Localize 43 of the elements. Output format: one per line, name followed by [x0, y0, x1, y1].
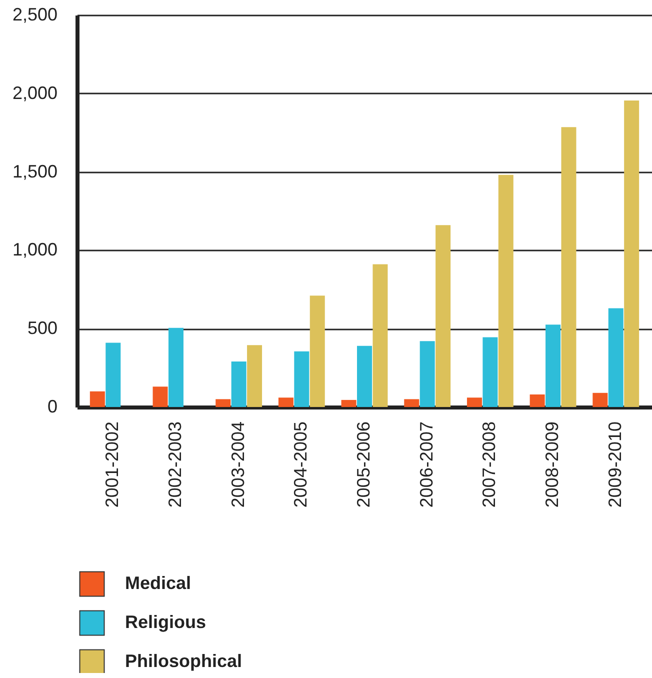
x-tick-label: 2007-2008 [479, 422, 500, 508]
bar [436, 225, 451, 407]
bar [624, 100, 640, 407]
x-tick-label: 2009-2010 [604, 422, 625, 508]
bar [561, 127, 576, 407]
bar [310, 296, 325, 407]
bar [341, 400, 356, 407]
bar [372, 264, 388, 407]
y-tick-label: 0 [47, 396, 58, 416]
x-tick-label: 2003-2004 [228, 422, 248, 508]
bar [216, 399, 231, 407]
bar [231, 362, 246, 407]
x-tick-label: 2004-2005 [290, 422, 311, 508]
bar [357, 346, 372, 407]
bar [294, 351, 310, 407]
x-tick-label: 2002-2003 [164, 422, 185, 508]
y-tick-label: 500 [27, 318, 58, 338]
y-tick-label: 2,500 [12, 4, 58, 24]
y-tick-label: 1,500 [12, 161, 58, 182]
bar [608, 308, 624, 407]
bar [592, 392, 608, 407]
bar [530, 394, 545, 407]
bar [168, 328, 184, 407]
bar [546, 324, 561, 407]
x-tick-label: 2005-2006 [354, 422, 374, 508]
bar [498, 174, 514, 407]
legend-label: Medical [125, 573, 192, 593]
bar [106, 342, 121, 407]
y-tick-label: 2,000 [12, 82, 58, 103]
bar [482, 337, 498, 407]
bar [466, 398, 482, 407]
bar [404, 399, 420, 407]
x-tick-label: 2001-2002 [102, 422, 122, 508]
bar [90, 391, 105, 407]
legend-label: Philosophical [125, 651, 242, 671]
y-tick-label: 1,000 [12, 240, 58, 260]
bar [278, 398, 294, 407]
bar [247, 345, 262, 407]
bar [152, 386, 168, 407]
bar [420, 341, 435, 407]
x-tick-label: 2008-2009 [542, 422, 562, 508]
x-tick-label: 2006-2007 [416, 422, 436, 508]
legend-label: Religious [125, 612, 206, 632]
